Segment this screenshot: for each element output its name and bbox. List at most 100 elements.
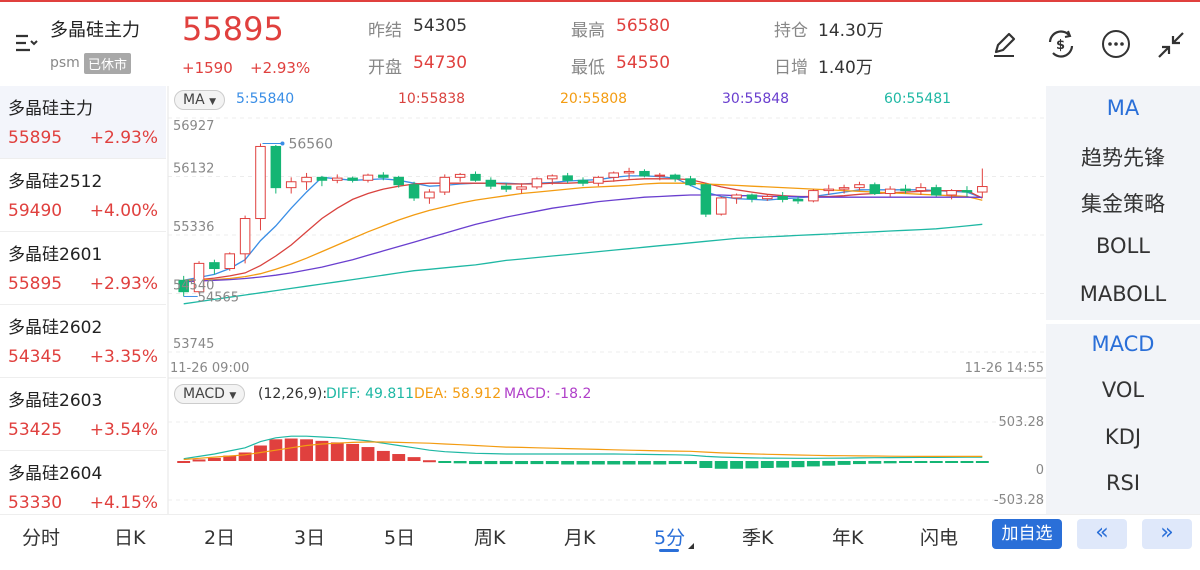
collapse-icon[interactable] [1156, 30, 1186, 60]
draw-pen-icon[interactable] [988, 28, 1020, 60]
macd-bar [791, 461, 805, 468]
add-watchlist-button[interactable]: 加自选 [992, 519, 1062, 549]
macd-bar [576, 461, 590, 465]
macd-bar [469, 461, 482, 465]
candle-body [977, 186, 988, 193]
indicator-vol[interactable]: VOL [1101, 378, 1145, 402]
more-icon[interactable] [1100, 28, 1132, 60]
macd-bar [300, 439, 313, 461]
indicator-maboll[interactable]: MABOLL [1079, 282, 1167, 306]
macd-bar [269, 439, 283, 461]
candle-body [884, 188, 896, 195]
exchange-icon[interactable]: $ [1044, 28, 1078, 60]
tab-weekly-k[interactable]: 周K [474, 527, 506, 549]
macd-bar [929, 461, 943, 463]
next-button[interactable]: » [1142, 519, 1192, 549]
macd-bar [653, 461, 667, 465]
macd-bar [422, 460, 436, 463]
macd-bar [284, 438, 298, 461]
candle-body [946, 190, 957, 196]
menu-toggle-icon[interactable] [14, 32, 40, 54]
macd-bar [361, 447, 375, 461]
y-tick-label: 56132 [173, 161, 214, 176]
contract-item[interactable]: 多晶硅2512 59490 +4.00% [0, 159, 166, 232]
stat-value-open: 54730 [413, 53, 468, 73]
macd-bar [975, 461, 989, 463]
ma30-line [183, 194, 983, 283]
macd-bar [637, 461, 651, 465]
tab-quarterly-k[interactable]: 季K [742, 527, 774, 549]
tab-daily-k[interactable]: 日K [114, 527, 146, 549]
tab-5day[interactable]: 5日 [384, 527, 416, 549]
candle-body [178, 279, 189, 293]
tab-flash[interactable]: 闪电 [920, 527, 959, 549]
candle-body [808, 190, 819, 202]
ma20-line [183, 182, 983, 281]
ma-selector[interactable]: MA ▼ [174, 90, 226, 110]
contract-change-pct: +4.00% [89, 201, 158, 221]
x-axis-start-label: 11-26 09:00 [170, 361, 249, 376]
candle-body [869, 184, 881, 195]
candle-body [731, 194, 742, 199]
macd-selector[interactable]: MACD ▼ [174, 384, 246, 404]
candle-body [577, 179, 589, 184]
macd-bar [883, 461, 897, 464]
candle-body [285, 181, 297, 189]
indicator-macd[interactable]: MACD [1091, 332, 1155, 356]
price-change-pct: +2.93% [250, 59, 311, 77]
contract-name: 多晶硅2602 [8, 318, 103, 338]
stat-value-open-interest: 14.30万 [818, 21, 884, 41]
macd-bar [945, 461, 959, 463]
tab-5min[interactable]: 5分 [654, 527, 686, 549]
indicator-ma[interactable]: MA [1106, 96, 1140, 120]
instrument-code: psm [50, 55, 80, 71]
tab-dropdown-caret-icon [688, 543, 694, 549]
tab-yearly-k[interactable]: 年K [832, 527, 864, 549]
tab-2day[interactable]: 2日 [204, 527, 236, 549]
macd-bar [254, 445, 267, 461]
candle-body [485, 179, 497, 187]
tab-timeshare[interactable]: 分时 [22, 527, 61, 549]
axis-labels: 56927 56132 55336 54540 53745 11-26 09:00 11-2… [170, 119, 1044, 376]
macd-bar [730, 461, 744, 469]
candle-body [930, 187, 942, 196]
ma60-legend: 60:55481 [884, 91, 952, 107]
low-price-label: 54565 [198, 290, 239, 305]
macd-dea-legend: DEA: 58.912 [414, 386, 502, 402]
contract-item[interactable]: 多晶硅2604 53330 +4.15% [0, 451, 166, 524]
indicator-rsi[interactable]: RSI [1105, 471, 1141, 495]
macd-bar [960, 461, 974, 463]
candle-body [915, 187, 927, 192]
ma60-line [183, 223, 983, 305]
last-price: 55895 [182, 10, 284, 48]
contract-item[interactable]: 多晶硅2603 53425 +3.54% [0, 378, 166, 451]
indicator-boll[interactable]: BOLL [1096, 234, 1150, 258]
price-change: +1590 [182, 59, 233, 77]
ma30-legend: 30:55848 [722, 91, 790, 107]
indicator-gold-strategy[interactable]: 集金策略 [1081, 192, 1165, 216]
contract-item[interactable]: 多晶硅主力 55895 +2.93% [0, 86, 166, 159]
stat-value-low: 54550 [616, 53, 671, 73]
indicator-kdj[interactable]: KDJ [1104, 425, 1142, 449]
ma10-line [183, 178, 983, 281]
chevron-down-icon: ▼ [209, 97, 217, 107]
ma5-line [183, 175, 983, 281]
candle-body [516, 186, 527, 190]
contract-item[interactable]: 多晶硅2602 54345 +3.35% [0, 305, 166, 378]
macd-bar [760, 461, 774, 468]
ma5-legend: 5:55840 [236, 91, 295, 107]
contract-item[interactable]: 多晶硅2601 55895 +2.93% [0, 232, 166, 305]
macd-bar [484, 461, 498, 465]
macd-bar [684, 461, 697, 465]
instrument-title: 多晶硅主力 [50, 20, 140, 41]
tab-3day[interactable]: 3日 [294, 527, 326, 549]
macd-diff-legend: DIFF: 49.811 [326, 386, 415, 402]
tab-monthly-k[interactable]: 月K [564, 527, 596, 549]
macd-bar [668, 461, 682, 465]
indicator-trend-pioneer[interactable]: 趋势先锋 [1081, 146, 1165, 170]
prev-button[interactable]: « [1077, 519, 1127, 549]
macd-params: (12,26,9): [258, 386, 328, 402]
macd-bar [806, 461, 820, 467]
dea-line [183, 441, 983, 461]
indicator-panel: MA 趋势先锋 集金策略 BOLL MABOLL MACD VOL KDJ RS… [1046, 86, 1200, 514]
